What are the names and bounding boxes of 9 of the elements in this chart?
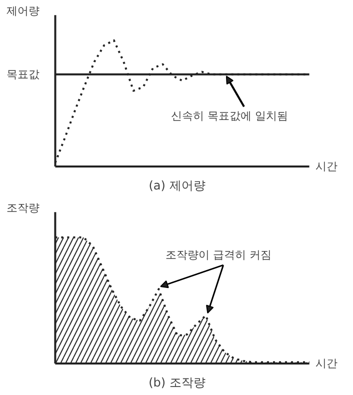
annotation: 신속히 목표값에 일치됨 [170, 109, 288, 122]
ref-line-label: 목표값 [6, 68, 40, 81]
x-axis-title: 시간 [315, 160, 338, 173]
text: (b) 조작량 [148, 376, 206, 390]
annotation: 조작량이 급격히 커짐 [166, 248, 272, 262]
y-axis-title: 제어량 [6, 4, 40, 18]
x-axis-title: 시간 [315, 356, 338, 370]
text: (a) 제어량 [148, 178, 206, 192]
y-axis-title: 조작량 [6, 202, 40, 215]
